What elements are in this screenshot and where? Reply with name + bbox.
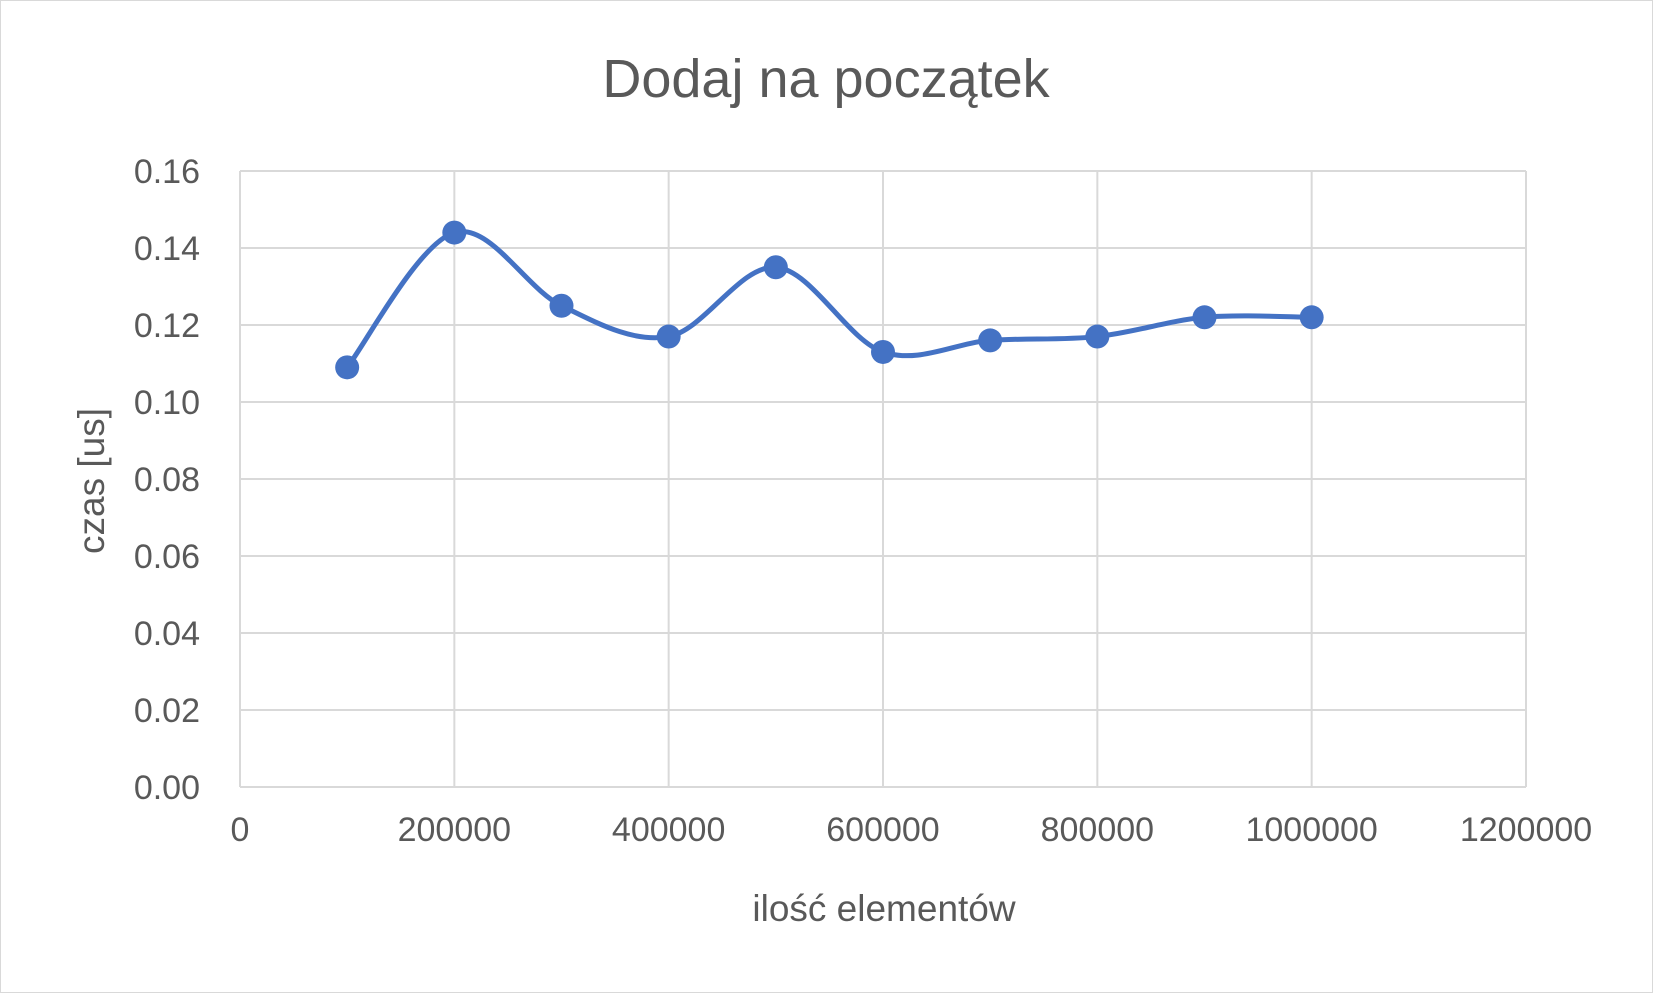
- data-point: [763, 255, 788, 280]
- data-point: [442, 220, 467, 245]
- x-tick-label: 0: [231, 811, 250, 849]
- data-points: [335, 220, 1324, 380]
- data-point: [1085, 324, 1110, 349]
- data-point: [978, 328, 1003, 353]
- tick-labels: 0.00 0.02 0.04 0.06 0.08 0.10 0.12 0.14 0.16 0 200…: [134, 153, 1592, 849]
- y-tick-label: 0.16: [134, 153, 200, 191]
- data-point: [871, 339, 895, 364]
- data-point: [1299, 305, 1324, 330]
- series-line: [344, 229, 1315, 370]
- y-tick-label: 0.12: [134, 307, 200, 345]
- data-point: [1192, 305, 1217, 330]
- y-tick-label: 0.00: [134, 769, 200, 807]
- x-tick-label: 1000000: [1245, 811, 1377, 849]
- x-axis-title: ilość elementów: [752, 888, 1016, 929]
- chart-title: Dodaj na początek: [602, 49, 1050, 109]
- x-tick-label: 1200000: [1460, 811, 1592, 849]
- y-axis-title: czas [us]: [71, 408, 112, 554]
- y-tick-label: 0.06: [134, 538, 200, 576]
- y-tick-label: 0.08: [134, 461, 200, 499]
- data-point: [335, 355, 360, 380]
- y-tick-label: 0.04: [134, 615, 200, 653]
- gridlines: [239, 170, 1527, 788]
- x-tick-label: 400000: [612, 811, 725, 849]
- data-point: [549, 293, 574, 318]
- x-tick-label: 600000: [826, 811, 939, 849]
- data-point: [656, 324, 681, 349]
- y-tick-label: 0.14: [134, 230, 200, 268]
- x-tick-label: 200000: [398, 811, 511, 849]
- y-tick-label: 0.10: [134, 384, 200, 422]
- x-tick-label: 800000: [1041, 811, 1154, 849]
- y-tick-label: 0.02: [134, 692, 200, 730]
